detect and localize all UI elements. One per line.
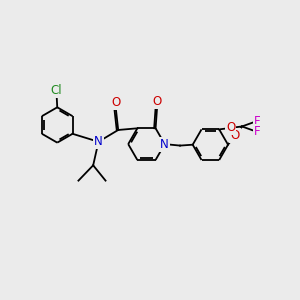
Text: O: O: [230, 129, 240, 142]
Text: F: F: [254, 115, 261, 128]
Text: Cl: Cl: [50, 84, 62, 97]
Text: N: N: [160, 138, 169, 151]
Text: O: O: [226, 122, 235, 134]
Text: O: O: [152, 95, 162, 108]
Text: O: O: [111, 96, 121, 109]
Text: N: N: [94, 135, 103, 148]
Text: F: F: [254, 125, 261, 138]
